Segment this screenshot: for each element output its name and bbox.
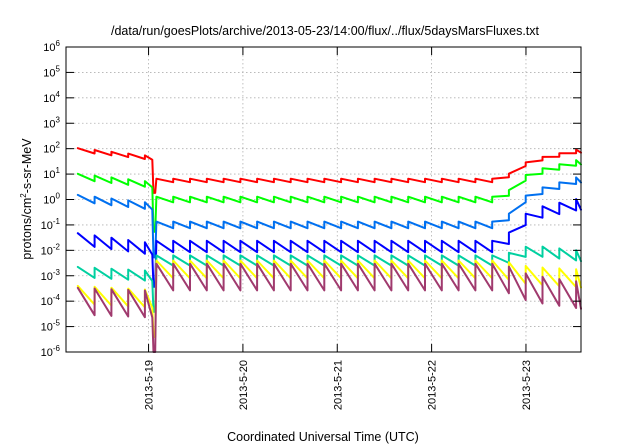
y-axis-label-exponent: 2: [19, 193, 28, 198]
y-tick-label-exponent: 1: [56, 166, 61, 175]
x-tick-label: 2013-5-20: [238, 360, 250, 410]
y-tick-label-exponent: -2: [53, 242, 61, 251]
y-tick-label-base: 10: [41, 347, 53, 359]
y-tick-label: 103: [43, 115, 60, 130]
y-tick-label-base: 10: [43, 93, 55, 105]
y-tick-label: 10-2: [41, 242, 61, 257]
chart-title: /data/run/goesPlots/archive/2013-05-23/1…: [111, 24, 540, 38]
x-tick-label: 2013-5-23: [521, 360, 533, 410]
y-tick-label-exponent: -6: [53, 344, 61, 353]
x-tick-label: 2013-5-22: [427, 360, 439, 410]
y-tick-label-exponent: -4: [53, 293, 61, 302]
y-tick-label-base: 10: [43, 67, 55, 79]
y-tick-label: 104: [43, 90, 60, 105]
y-tick-label: 10-3: [41, 268, 61, 283]
y-tick-label-base: 10: [41, 245, 53, 257]
y-tick-label: 10-6: [41, 344, 61, 359]
y-tick-label-exponent: -5: [53, 319, 61, 328]
y-tick-label-exponent: 6: [56, 39, 61, 48]
y-tick-label-exponent: 0: [56, 192, 61, 201]
y-axis-label-rest: -s-sr-MeV: [20, 138, 34, 194]
y-tick-label: 10-1: [41, 217, 61, 232]
series-layer: [76, 147, 582, 353]
y-tick-label-exponent: -3: [53, 268, 61, 277]
y-tick-label: 10-4: [41, 293, 61, 308]
y-tick-label-base: 10: [41, 322, 53, 334]
x-tick-labels: 2013-5-19 2013-5-20 2013-5-21 2013-5-22 2013…: [144, 360, 533, 410]
y-tick-label: 101: [43, 166, 60, 181]
y-tick-labels: 10-610-510-410-310-210-11001011021031041…: [41, 39, 61, 359]
x-tick-label: 2013-5-21: [332, 360, 344, 410]
y-tick-label-base: 10: [43, 169, 55, 181]
y-tick-label-base: 10: [43, 42, 55, 54]
series-line: [76, 159, 582, 233]
y-tick-label-base: 10: [43, 118, 55, 130]
y-tick-label: 105: [43, 64, 60, 79]
y-tick-label-exponent: 2: [56, 141, 61, 150]
y-tick-label-exponent: 4: [56, 90, 61, 99]
y-tick-label: 10-5: [41, 319, 61, 334]
tick-layer: [66, 46, 581, 353]
x-axis-label: Coordinated Universal Time (UTC): [227, 430, 419, 444]
y-tick-label: 106: [43, 39, 60, 54]
y-tick-label-base: 10: [41, 296, 53, 308]
y-tick-label-base: 10: [43, 144, 55, 156]
y-tick-label: 100: [43, 192, 60, 207]
y-tick-label-exponent: 3: [56, 115, 61, 124]
y-tick-label-base: 10: [43, 195, 55, 207]
series-line: [76, 198, 582, 288]
y-axis-label-base: protons/cm: [20, 198, 34, 260]
y-tick-label-base: 10: [41, 220, 53, 232]
y-tick-label: 102: [43, 141, 60, 156]
y-axis-label: protons/cm2-s-sr-MeV: [19, 138, 34, 260]
y-tick-label-exponent: 5: [56, 64, 61, 73]
y-tick-label-base: 10: [41, 271, 53, 283]
series-line: [76, 147, 582, 194]
x-tick-label: 2013-5-19: [144, 360, 156, 410]
series-line: [76, 176, 582, 259]
y-tick-label-exponent: -1: [53, 217, 61, 226]
